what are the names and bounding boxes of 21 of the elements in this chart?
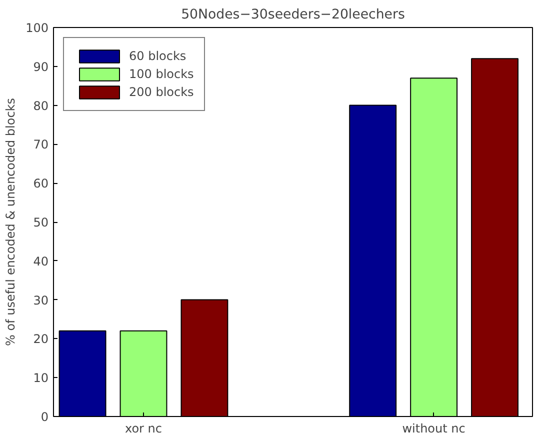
y-tick-label: 70 (33, 138, 49, 152)
y-tick-label: 30 (33, 293, 49, 308)
legend-label: 100 blocks (129, 67, 194, 81)
bar (180, 299, 228, 416)
chart-title: 50Nodes−30seeders−20leechers (181, 8, 405, 22)
legend-label: 60 blocks (129, 49, 186, 63)
y-tick-label: 10 (33, 371, 49, 386)
y-axis-title: % of useful encoded & unencoded blocks (4, 98, 18, 346)
bar (471, 58, 518, 416)
y-tick-label: 60 (33, 176, 49, 191)
legend-label: 200 blocks (129, 85, 194, 99)
y-tick-label: 50 (33, 216, 49, 230)
y-tick-label: 90 (33, 60, 49, 74)
bar (349, 104, 397, 416)
y-tick-label: 20 (33, 332, 49, 346)
y-tick-label: 40 (33, 254, 49, 268)
y-tick-label: 0 (40, 410, 49, 424)
x-tick-label: xor nc (124, 422, 162, 436)
y-tick-label: 100 (26, 21, 48, 35)
x-tick-label: without nc (402, 422, 466, 436)
y-tick-label: 80 (33, 98, 49, 113)
